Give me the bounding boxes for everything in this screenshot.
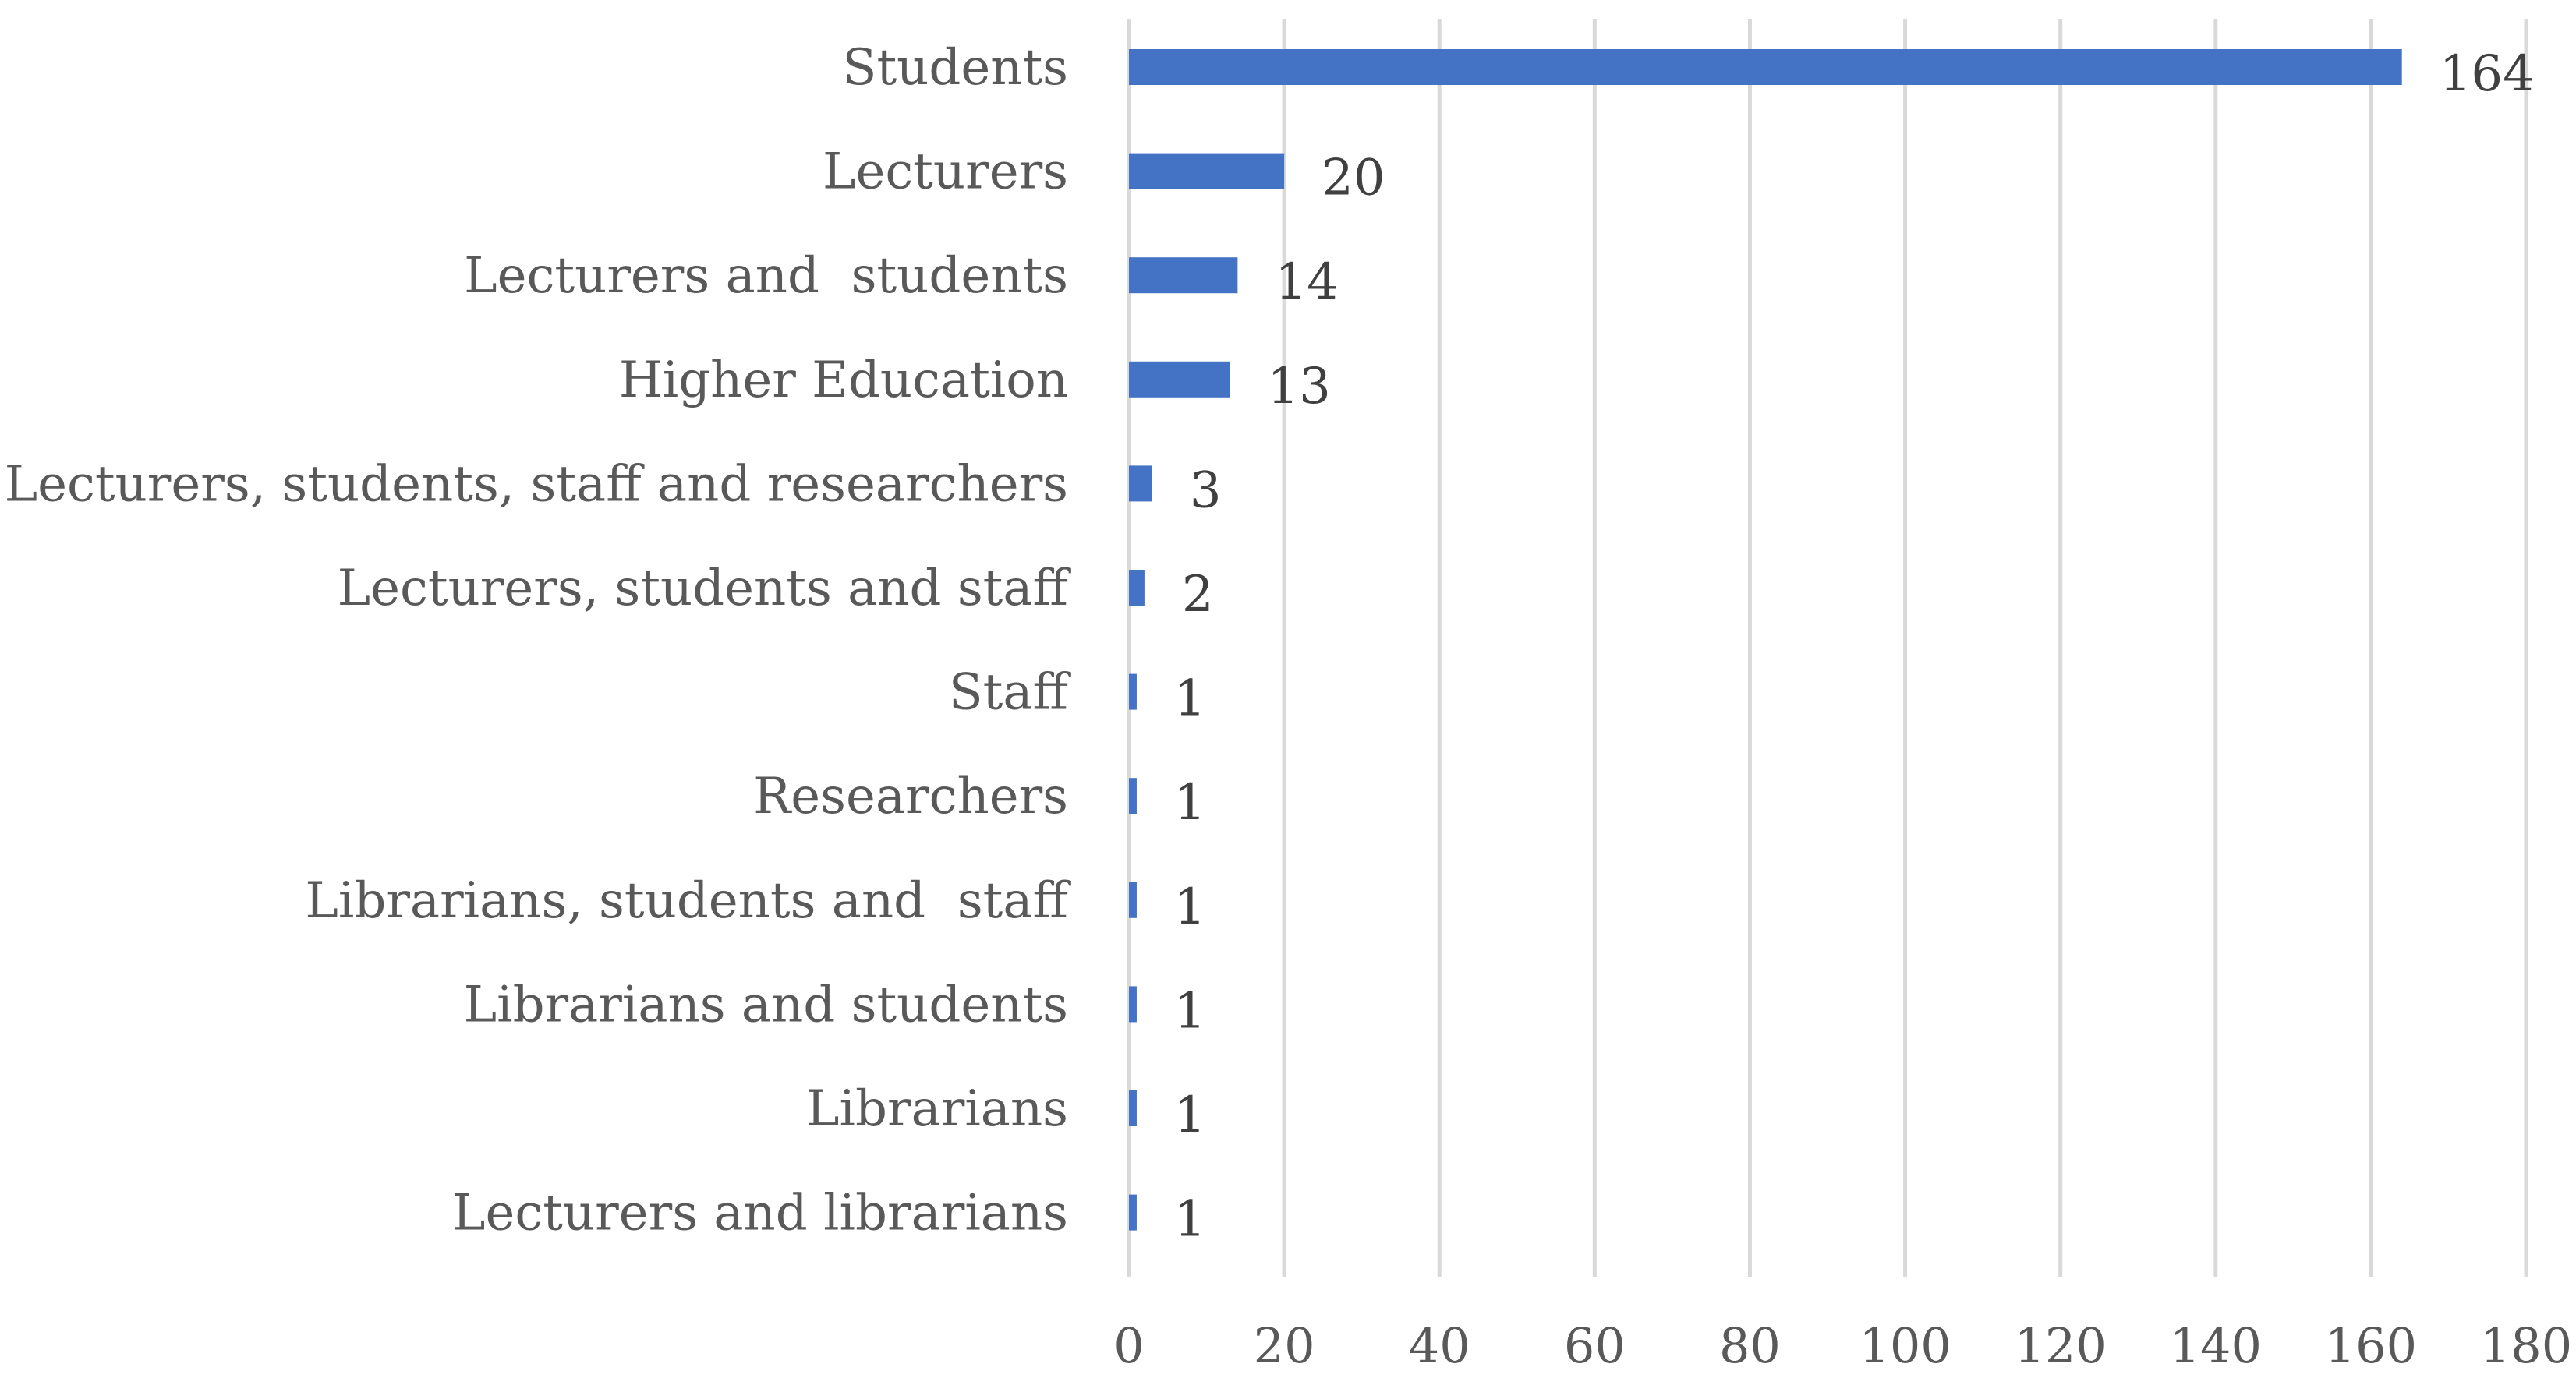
bar <box>1129 986 1137 1023</box>
category-label: Higher Education <box>619 352 1068 409</box>
category-labels: Students Lecturers Lecturers and students H… <box>5 39 1072 1242</box>
data-label: 1 <box>1174 774 1206 832</box>
bars <box>1129 49 2402 1231</box>
x-tick-label: 180 <box>2480 1317 2572 1374</box>
bar <box>1129 361 1230 398</box>
x-tick-label: 100 <box>1859 1317 1951 1374</box>
x-tick-label: 60 <box>1564 1317 1626 1374</box>
category-label: Librarians and students <box>464 976 1068 1034</box>
category-label: Lecturers and students <box>464 247 1068 305</box>
bar <box>1129 1194 1137 1231</box>
data-label: 1 <box>1174 1191 1206 1249</box>
data-label: 1 <box>1174 878 1206 936</box>
category-label: Staff <box>949 664 1072 722</box>
x-tick-label: 0 <box>1113 1317 1144 1374</box>
bar <box>1129 465 1152 502</box>
bar <box>1129 570 1145 606</box>
data-label: 2 <box>1182 566 1214 624</box>
category-label: Lecturers and librarians <box>452 1185 1068 1242</box>
category-label: Lecturers, students, staff and researche… <box>5 455 1068 513</box>
category-label: Librarians <box>806 1080 1068 1138</box>
gridlines <box>1127 19 2528 1277</box>
category-label: Students <box>843 39 1068 97</box>
x-axis-tick-labels: 0 20 40 60 80 100 120 140 160 180 <box>1113 1317 2572 1374</box>
x-tick-label: 80 <box>1719 1317 1781 1374</box>
bar <box>1129 882 1137 918</box>
data-label: 3 <box>1190 461 1222 519</box>
bar <box>1129 778 1137 814</box>
data-label: 164 <box>2440 45 2535 103</box>
bar <box>1129 1090 1137 1126</box>
data-label: 13 <box>1267 358 1330 415</box>
x-tick-label: 20 <box>1254 1317 1315 1374</box>
bar <box>1129 673 1137 710</box>
bar <box>1129 49 2402 85</box>
bar <box>1129 153 1285 189</box>
x-tick-label: 120 <box>2014 1317 2106 1374</box>
x-tick-label: 140 <box>2170 1317 2262 1374</box>
data-labels: 164 20 14 13 3 2 1 1 1 1 1 1 <box>1174 45 2535 1249</box>
data-label: 1 <box>1174 670 1206 728</box>
category-label: Lecturers, students and staff <box>338 560 1072 617</box>
data-label: 1 <box>1174 1086 1206 1144</box>
bar <box>1129 257 1238 294</box>
x-tick-label: 160 <box>2325 1317 2417 1374</box>
category-label: Lecturers <box>823 143 1068 201</box>
category-label: Librarians, students and staff <box>305 872 1071 930</box>
category-label: Researchers <box>753 768 1068 825</box>
data-label: 1 <box>1174 982 1206 1040</box>
x-tick-label: 40 <box>1409 1317 1470 1374</box>
data-label: 14 <box>1275 253 1338 311</box>
data-label: 20 <box>1322 150 1385 207</box>
